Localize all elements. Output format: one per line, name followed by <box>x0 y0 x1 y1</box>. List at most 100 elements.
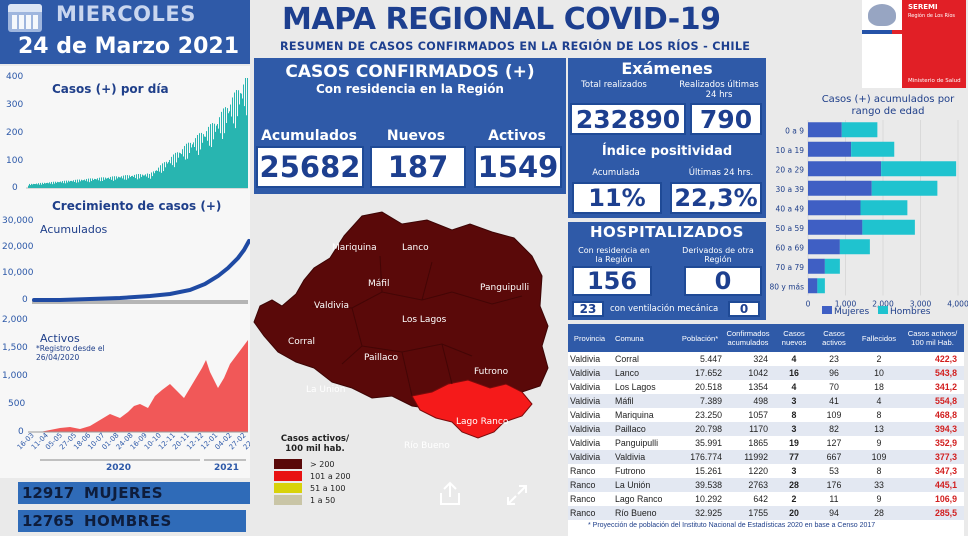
map-label-la-unión: La Unión <box>306 384 345 395</box>
expand-icon[interactable] <box>504 482 530 508</box>
age-bar-hombres <box>851 141 895 157</box>
daily-bar <box>97 178 98 188</box>
th-rate: Casos activos/ 100 mil Hab. <box>907 329 958 347</box>
daily-bar <box>69 181 70 188</box>
table-cell: 1042 <box>748 368 768 378</box>
age-bar-mujeres <box>808 258 825 274</box>
daily-bar <box>228 113 229 188</box>
daily-bar <box>165 167 166 188</box>
legend-label: 101 a 200 <box>310 471 351 481</box>
daily-bar <box>142 174 143 188</box>
age-bar-mujeres <box>808 239 840 255</box>
daily-bar <box>99 177 100 188</box>
daily-bar <box>45 183 46 188</box>
daily-bar <box>90 178 91 188</box>
daily-bar <box>134 174 135 188</box>
daily-bar <box>198 154 199 188</box>
th-comuna: Comuna <box>615 333 644 343</box>
table-cell: 20.798 <box>695 424 722 434</box>
table-cell: 17.652 <box>695 368 722 378</box>
daily-bar <box>139 178 140 188</box>
daily-bar <box>131 176 132 188</box>
daily-bar <box>43 184 44 188</box>
daily-bar <box>91 181 92 188</box>
table-cell: 19 <box>789 438 799 448</box>
table-row: Ranco Río Bueno 32.925 1755 20 94 28 285,5 <box>568 506 964 520</box>
daily-bar <box>150 178 151 188</box>
daily-bar <box>128 178 129 188</box>
daily-bar <box>125 175 126 188</box>
daily-bar <box>101 177 102 188</box>
daily-bar <box>110 176 111 188</box>
legend-item: 1 a 50 <box>274 494 374 506</box>
region-shape <box>253 211 549 411</box>
table-cell: 445,1 <box>934 480 957 490</box>
age-bar-mujeres <box>808 180 872 196</box>
daily-bar <box>66 180 67 188</box>
daily-bar <box>59 182 60 188</box>
daily-bar <box>175 152 176 188</box>
confirmados-panel: CASOS CONFIRMADOS (+) Con residencia en … <box>254 58 566 194</box>
daily-bar <box>189 153 190 188</box>
table-cell: 1755 <box>748 508 768 518</box>
daily-bar <box>138 174 139 188</box>
map-label-lanco: Lanco <box>402 243 429 253</box>
age-bar-hombres <box>871 180 938 196</box>
map-label-paillaco: Paillaco <box>364 353 399 363</box>
map-label-mariquina: Mariquina <box>332 243 377 253</box>
acumulados-value: 25682 <box>256 146 364 188</box>
age-xtick: 0 <box>806 300 811 309</box>
daily-bar <box>176 162 177 188</box>
map-label-futrono: Futrono <box>474 367 509 377</box>
table-header: Provincia Comuna Población* Confirmados … <box>568 324 964 352</box>
table-cell: 70 <box>829 382 839 392</box>
daily-bar <box>140 174 141 188</box>
age-bar-mujeres <box>808 141 852 157</box>
table-cell: 667 <box>826 452 842 462</box>
table-cell: 2763 <box>748 480 768 490</box>
daily-bar <box>37 184 38 188</box>
share-icon[interactable] <box>436 480 464 508</box>
age-category-label: 30 a 39 <box>776 185 805 194</box>
table-cell: 9 <box>876 438 882 448</box>
daily-bar <box>168 162 169 188</box>
table-row: Valdivia Corral 5.447 324 4 23 2 422,3 <box>568 352 964 366</box>
daily-bar <box>74 182 75 188</box>
daily-bar <box>58 182 59 188</box>
daily-bar <box>72 181 73 188</box>
daily-bar <box>94 178 95 188</box>
daily-bar <box>146 176 147 188</box>
daily-bar <box>157 170 158 188</box>
daily-bar <box>104 179 105 188</box>
daily-bar <box>55 181 56 188</box>
daily-bar <box>148 177 149 188</box>
mujeres-label: MUJERES <box>84 484 164 502</box>
daily-bar <box>63 183 64 188</box>
th-confirmados: Confirmados acumulados <box>726 329 770 347</box>
table-cell: 10 <box>874 368 884 378</box>
daily-bar <box>197 134 198 188</box>
crecimiento-title: Crecimiento de casos (+) <box>52 199 222 213</box>
daily-bar <box>60 181 61 188</box>
age-bar-hombres <box>860 200 908 216</box>
th-poblacion: Población* <box>681 333 719 343</box>
daily-bar <box>241 93 242 188</box>
legend-label: > 200 <box>310 459 335 469</box>
daily-bar <box>166 161 167 188</box>
daily-bar <box>183 156 184 188</box>
daily-bar <box>50 183 51 188</box>
ytick: 500 <box>8 399 25 409</box>
daily-bar <box>172 165 173 188</box>
daily-bar <box>119 177 120 188</box>
daily-bar <box>223 108 224 188</box>
daily-bar <box>121 176 122 188</box>
map-label-corral: Corral <box>288 337 315 347</box>
table-cell: 2 <box>791 494 797 504</box>
age-category-label: 60 a 69 <box>776 243 805 252</box>
table-body: Valdivia Corral 5.447 324 4 23 2 422,3 Valdivia L… <box>568 352 964 520</box>
nuevos-value: 187 <box>370 146 466 188</box>
daily-bar <box>180 153 181 188</box>
table-row: Valdivia Valdivia 176.774 11992 77 667 109 377,… <box>568 450 964 464</box>
table-cell: 498 <box>753 396 768 406</box>
daily-bar <box>209 145 210 188</box>
